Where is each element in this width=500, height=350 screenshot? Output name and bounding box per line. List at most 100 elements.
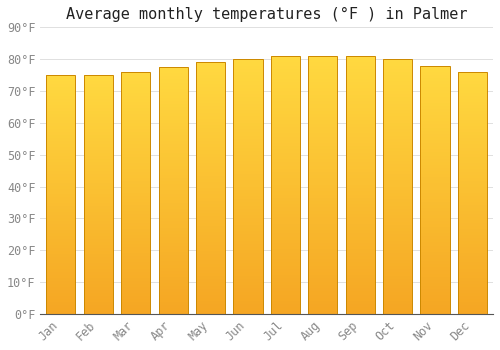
Bar (458, 172, 487, 175)
Bar (420, 137, 450, 140)
Bar (271, 166, 300, 169)
Bar (346, 211, 375, 214)
Bar (158, 98, 188, 101)
Bar (84, 203, 113, 206)
Bar (158, 135, 188, 138)
Bar (308, 191, 338, 195)
Bar (346, 195, 375, 198)
Bar (383, 241, 412, 244)
Bar (46, 296, 76, 299)
Bar (46, 302, 76, 305)
Bar (196, 147, 225, 150)
Bar (346, 62, 375, 66)
Bar (271, 56, 300, 314)
Bar (234, 222, 262, 225)
Bar (196, 223, 225, 226)
Bar (383, 205, 412, 209)
Bar (383, 97, 412, 100)
Bar (346, 91, 375, 95)
Bar (420, 215, 450, 218)
Bar (234, 247, 262, 250)
Bar (346, 188, 375, 191)
Bar (84, 186, 113, 189)
Bar (346, 146, 375, 149)
Bar (121, 132, 150, 135)
Bar (346, 149, 375, 153)
Bar (383, 104, 412, 107)
Bar (271, 162, 300, 166)
Bar (420, 153, 450, 155)
Bar (346, 75, 375, 78)
Bar (346, 198, 375, 201)
Bar (121, 229, 150, 232)
Bar (346, 262, 375, 266)
Bar (420, 289, 450, 292)
Bar (196, 157, 225, 160)
Bar (458, 205, 487, 208)
Bar (346, 220, 375, 224)
Bar (420, 276, 450, 280)
Bar (458, 259, 487, 262)
Bar (308, 275, 338, 278)
Bar (158, 271, 188, 274)
Bar (234, 250, 262, 253)
Bar (271, 188, 300, 191)
Bar (346, 311, 375, 314)
Bar (271, 75, 300, 78)
Bar (383, 158, 412, 161)
Bar (84, 272, 113, 275)
Bar (234, 308, 262, 311)
Bar (271, 111, 300, 114)
Bar (158, 138, 188, 141)
Bar (420, 177, 450, 180)
Bar (308, 243, 338, 246)
Bar (383, 253, 412, 257)
Bar (158, 206, 188, 209)
Bar (121, 247, 150, 250)
Bar (158, 255, 188, 258)
Bar (383, 62, 412, 65)
Bar (84, 90, 113, 93)
Bar (121, 105, 150, 108)
Bar (346, 295, 375, 298)
Bar (458, 244, 487, 247)
Bar (84, 164, 113, 168)
Bar (346, 162, 375, 166)
Bar (196, 207, 225, 210)
Bar (346, 101, 375, 104)
Bar (346, 304, 375, 307)
Bar (121, 156, 150, 160)
Bar (383, 123, 412, 126)
Bar (46, 84, 76, 87)
Bar (196, 270, 225, 273)
Bar (346, 301, 375, 304)
Bar (383, 228, 412, 231)
Bar (46, 105, 76, 108)
Bar (420, 193, 450, 196)
Bar (308, 133, 338, 136)
Bar (420, 90, 450, 93)
Bar (121, 208, 150, 211)
Bar (346, 288, 375, 291)
Bar (84, 189, 113, 191)
Bar (121, 154, 150, 156)
Bar (234, 88, 262, 91)
Bar (420, 65, 450, 314)
Bar (234, 132, 262, 135)
Bar (346, 69, 375, 72)
Bar (196, 84, 225, 88)
Bar (84, 233, 113, 236)
Bar (383, 190, 412, 193)
Bar (271, 56, 300, 59)
Bar (458, 217, 487, 220)
Bar (84, 117, 113, 120)
Bar (84, 144, 113, 147)
Bar (84, 299, 113, 302)
Bar (121, 102, 150, 105)
Bar (458, 293, 487, 296)
Bar (308, 120, 338, 124)
Bar (346, 266, 375, 269)
Bar (308, 291, 338, 295)
Bar (420, 190, 450, 193)
Bar (420, 171, 450, 174)
